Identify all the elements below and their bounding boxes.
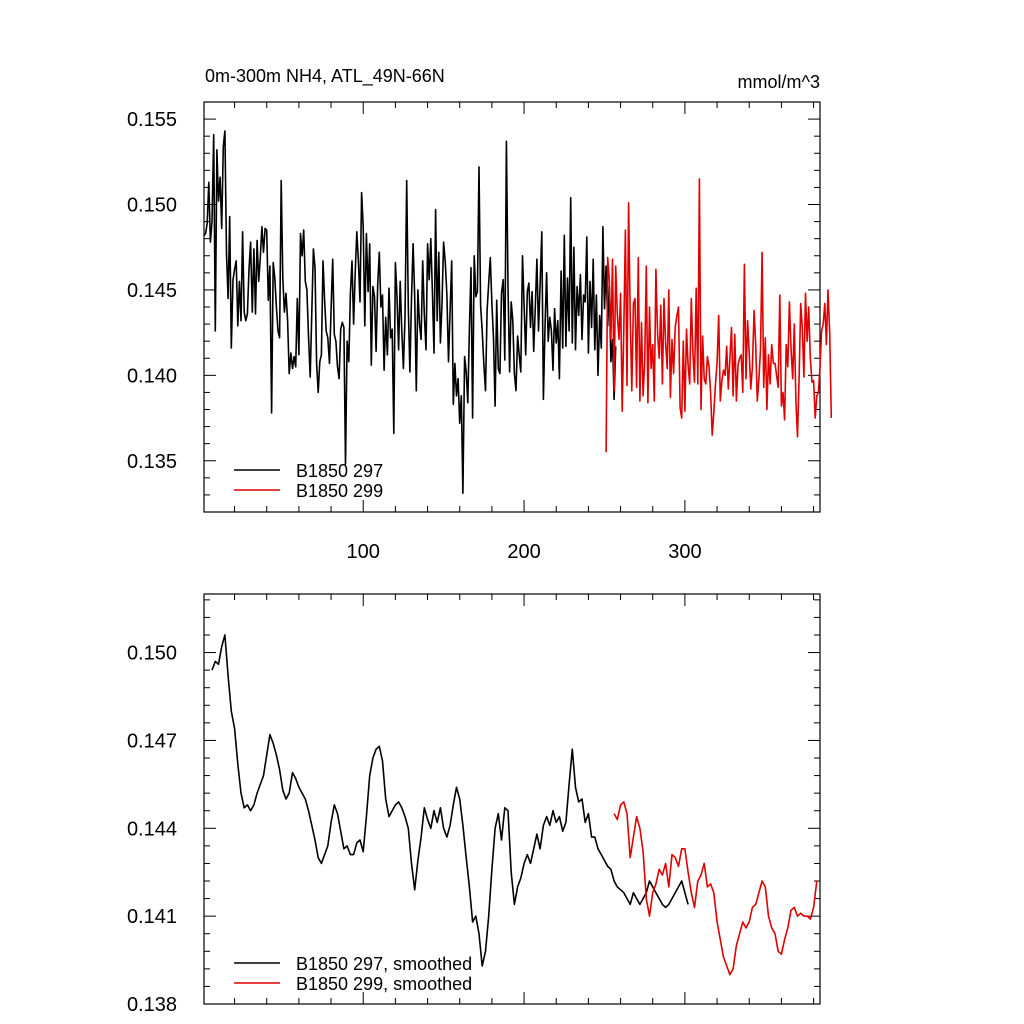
y-tick-label: 0.147 (127, 730, 177, 752)
y-tick-label: 0.138 (127, 994, 177, 1016)
legend-label: B1850 299 (296, 481, 383, 501)
x-tick-label: 200 (507, 541, 540, 563)
figure-title: 0m-300m NH4, ATL_49N-66N (205, 66, 445, 87)
y-tick-label: 0.140 (127, 365, 177, 387)
legend-label: B1850 299, smoothed (296, 974, 472, 994)
y-tick-label: 0.150 (127, 195, 177, 217)
legend-label: B1850 297 (296, 461, 383, 481)
smoothed-chart-panel: 0.138 0.141 0.144 0.147 0.150 B1850 297, smoo… (127, 593, 821, 1016)
y-tick-label: 0.155 (127, 109, 177, 131)
y-tick-label: 0.141 (127, 906, 177, 928)
raw-chart-panel: 0.135 0.140 0.145 0.150 0.155 100 200 300 B1850 … (127, 101, 833, 563)
plot-frame (203, 593, 821, 1005)
x-tick-label: 100 (347, 541, 380, 563)
legend-label: B1850 297, smoothed (296, 954, 472, 974)
y-tick-label: 0.150 (127, 643, 177, 665)
x-tick-label: 300 (668, 541, 701, 563)
y-tick-label: 0.145 (127, 280, 177, 302)
y-tick-label: 0.135 (127, 451, 177, 473)
series-line-black (203, 130, 617, 495)
series-line-red (613, 801, 818, 976)
series-line-red (605, 178, 833, 453)
y-tick-label: 0.144 (127, 818, 177, 840)
series-line-black (211, 634, 689, 967)
units-label: mmol/m^3 (738, 72, 820, 92)
